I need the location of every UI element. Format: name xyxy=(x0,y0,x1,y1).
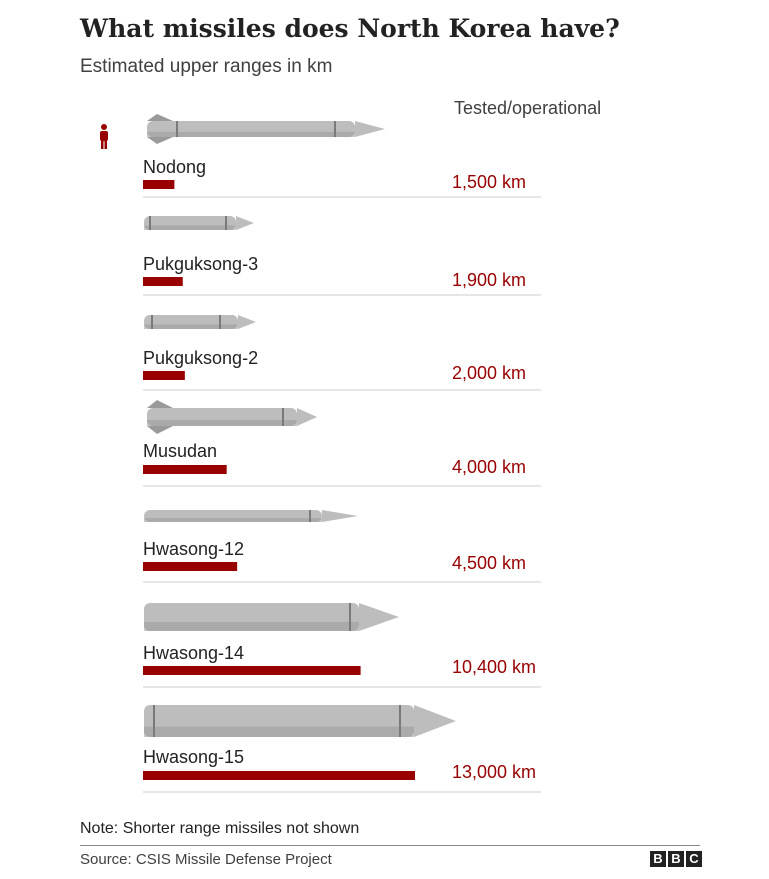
person-icon xyxy=(100,124,108,149)
chart-subtitle: Estimated upper ranges in km xyxy=(80,56,333,77)
range-value-label: 4,000 km xyxy=(452,457,526,477)
missile-illustration xyxy=(144,603,399,631)
missile-name-label: Hwasong-15 xyxy=(143,747,244,767)
missile-name-label: Nodong xyxy=(143,157,206,177)
missile-illustration xyxy=(144,705,456,737)
range-bar xyxy=(143,371,185,380)
missile-illustration xyxy=(147,114,385,144)
range-value-label: 4,500 km xyxy=(452,553,526,573)
missile-illustration xyxy=(144,216,254,230)
range-bar xyxy=(143,771,415,780)
range-value-label: 1,900 km xyxy=(452,270,526,290)
range-bar xyxy=(143,180,175,189)
missile-name-label: Pukguksong-3 xyxy=(143,254,258,274)
missile-illustration xyxy=(144,510,358,522)
missile-illustration xyxy=(144,315,256,329)
logo-letter: B xyxy=(650,851,666,867)
missile-illustration xyxy=(147,400,317,434)
missile-name-label: Hwasong-12 xyxy=(143,539,244,559)
missile-illustrations xyxy=(100,114,456,737)
column-header: Tested/operational xyxy=(454,98,602,118)
chart-rows: Nodong 1,500 km Pukguksong-3 1,900 km Pukguk… xyxy=(143,157,541,793)
range-bar xyxy=(143,277,183,286)
missile-name-label: Pukguksong-2 xyxy=(143,348,258,368)
range-bar xyxy=(143,666,361,675)
chart-title: What missiles does North Korea have? xyxy=(80,14,620,43)
logo-letter: C xyxy=(686,851,702,867)
range-value-label: 2,000 km xyxy=(452,363,526,383)
range-value-label: 1,500 km xyxy=(452,172,526,192)
range-value-label: 13,000 km xyxy=(452,762,536,782)
bbc-logo: B B C xyxy=(650,851,702,867)
chart-source: Source: CSIS Missile Defense Project xyxy=(80,851,332,868)
range-value-label: 10,400 km xyxy=(452,657,536,677)
range-bar xyxy=(143,465,227,474)
missile-name-label: Hwasong-14 xyxy=(143,643,244,663)
logo-letter: B xyxy=(668,851,684,867)
range-bar xyxy=(143,562,238,571)
chart-note: Note: Shorter range missiles not shown xyxy=(80,820,360,837)
footer-divider xyxy=(80,845,700,846)
missile-name-label: Musudan xyxy=(143,441,217,461)
